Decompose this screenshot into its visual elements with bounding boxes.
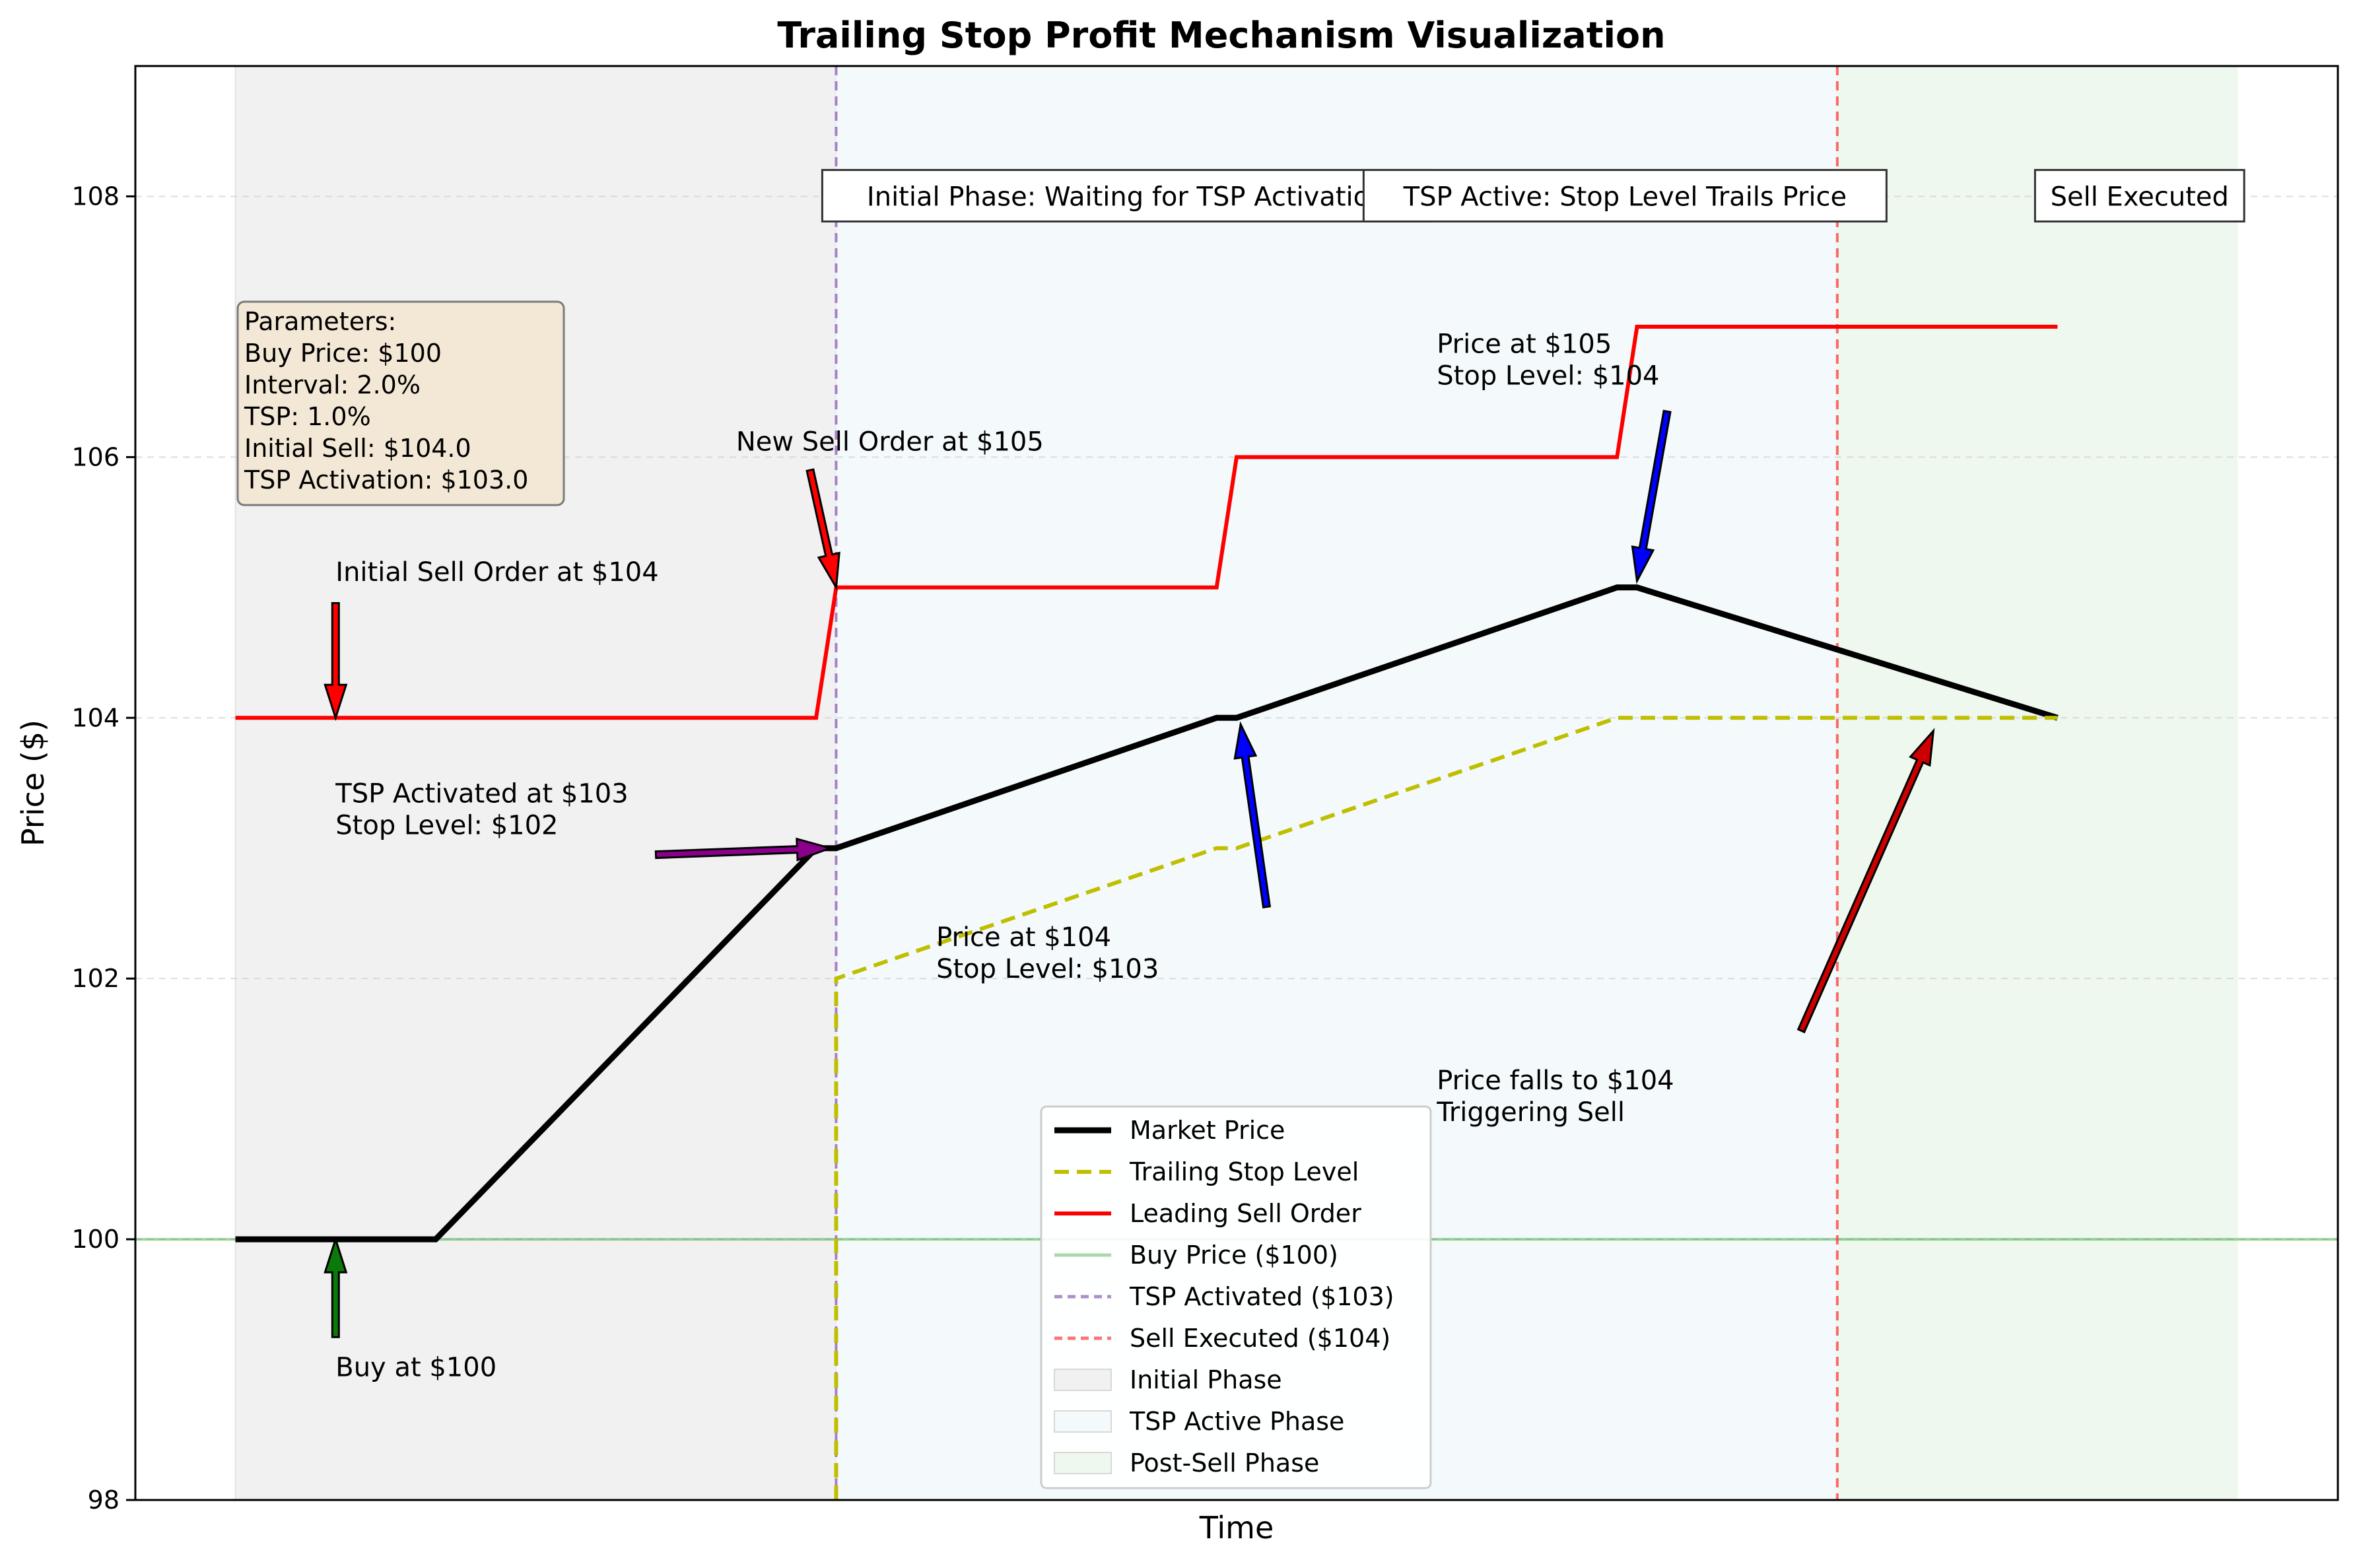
legend-swatch xyxy=(1054,1452,1112,1474)
annotation-text: New Sell Order at $105 xyxy=(736,426,1044,457)
parameter-line: Initial Sell: $104.0 xyxy=(244,434,471,463)
phase-label-2: Sell Executed xyxy=(2033,168,2245,222)
market-price-line xyxy=(235,584,2059,1243)
parameter-line: Parameters: xyxy=(244,307,396,336)
legend-swatch xyxy=(1054,1369,1112,1391)
legend-label: Initial Phase xyxy=(1130,1365,1282,1394)
annotation-text: Buy at $100 xyxy=(335,1352,496,1382)
annotation-arrow xyxy=(805,468,840,591)
annotation-arrow xyxy=(654,837,834,862)
annotation-text: Price falls to $104 xyxy=(1437,1066,1674,1096)
legend-swatch xyxy=(1054,1410,1112,1433)
trailing-stop-line xyxy=(834,716,2058,1500)
legend-label: Buy Price ($100) xyxy=(1130,1241,1338,1270)
annotation-text: Initial Sell Order at $104 xyxy=(335,557,658,588)
legend-entry: Market Price xyxy=(1054,1116,1285,1145)
legend-label: Trailing Stop Level xyxy=(1129,1157,1359,1186)
annotation-text: Stop Level: $104 xyxy=(1437,360,1659,391)
legend-entry: Trailing Stop Level xyxy=(1054,1157,1359,1186)
legend-entry: Initial Phase xyxy=(1054,1365,1282,1394)
annotation-3: New Sell Order at $105 xyxy=(736,426,1044,591)
legend-entry: Sell Executed ($104) xyxy=(1054,1324,1390,1353)
phase-label-text: TSP Active: Stop Level Trails Price xyxy=(1403,182,1847,212)
y-tick-label: 106 xyxy=(71,442,120,471)
annotation-text: Stop Level: $102 xyxy=(335,811,558,841)
phase-label-box xyxy=(821,168,1432,222)
x-axis-label: Time xyxy=(1199,1510,1274,1546)
parameter-line: Interval: 2.0% xyxy=(244,370,421,399)
annotation-arrow xyxy=(1796,728,1935,1034)
y-tick-label: 100 xyxy=(71,1225,120,1254)
annotation-arrow xyxy=(1233,721,1272,908)
annotation-1: Initial Sell Order at $104 xyxy=(324,557,659,722)
legend: Market Price Trailing Stop Level Leading S… xyxy=(1040,1105,1432,1489)
parameter-line: TSP Activation: $103.0 xyxy=(244,465,528,494)
annotation-0: Buy at $100 xyxy=(324,1236,496,1382)
phase-label-1: TSP Active: Stop Level Trails Price xyxy=(1362,168,1888,222)
legend-entry: TSP Active Phase xyxy=(1054,1407,1344,1436)
annotation-arrow xyxy=(324,1236,348,1338)
legend-label: TSP Activated ($103) xyxy=(1129,1282,1394,1311)
leading-sell-order-line xyxy=(235,324,2058,720)
legend-entry: Post-Sell Phase xyxy=(1054,1449,1319,1478)
legend-label: Leading Sell Order xyxy=(1130,1199,1361,1228)
annotation-arrow xyxy=(1631,409,1672,584)
annotation-text: Triggering Sell xyxy=(1436,1097,1625,1128)
phase-band-2 xyxy=(1837,66,2238,1500)
legend-label: TSP Active Phase xyxy=(1129,1407,1344,1436)
plot-frame xyxy=(134,65,2339,1501)
y-tick-label: 102 xyxy=(71,964,120,993)
legend-label: Sell Executed ($104) xyxy=(1130,1324,1390,1353)
parameters-box-bg xyxy=(236,300,565,506)
annotation-arrow xyxy=(324,602,348,722)
phase-label-box xyxy=(2033,168,2245,222)
annotation-text: Price at $105 xyxy=(1437,329,1612,359)
annotation-text: Price at $104 xyxy=(936,922,1111,953)
legend-entry: TSP Activated ($103) xyxy=(1054,1282,1394,1311)
y-tick-label: 108 xyxy=(71,182,120,211)
legend-entry: Buy Price ($100) xyxy=(1054,1241,1338,1270)
y-axis-label: Price ($) xyxy=(15,720,51,846)
legend-entry: Leading Sell Order xyxy=(1054,1199,1361,1228)
chart-title: Trailing Stop Profit Mechanism Visualiza… xyxy=(777,15,1665,56)
legend-box xyxy=(1040,1105,1432,1489)
parameter-line: Buy Price: $100 xyxy=(244,339,442,368)
annotation-text: TSP Activated at $103 xyxy=(335,779,628,809)
phase-label-text: Sell Executed xyxy=(2051,182,2229,212)
phase-label-text: Initial Phase: Waiting for TSP Activatio… xyxy=(867,182,1386,212)
legend-label: Post-Sell Phase xyxy=(1130,1449,1319,1478)
parameter-line: TSP: 1.0% xyxy=(244,402,371,431)
phase-label-box xyxy=(1362,168,1888,222)
y-tick-label: 98 xyxy=(88,1485,120,1515)
phase-label-0: Initial Phase: Waiting for TSP Activatio… xyxy=(821,168,1432,222)
y-tick-label: 104 xyxy=(71,703,120,732)
annotation-text: Stop Level: $103 xyxy=(936,954,1159,984)
legend-label: Market Price xyxy=(1130,1116,1285,1145)
